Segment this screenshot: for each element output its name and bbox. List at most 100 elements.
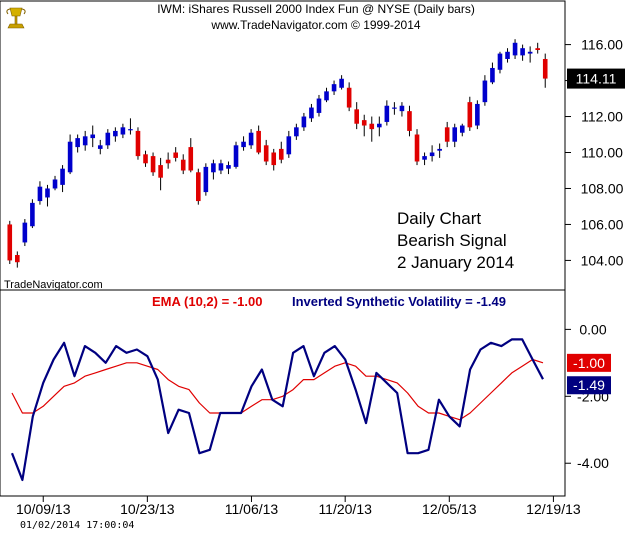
candle-body <box>22 222 28 243</box>
candle-body <box>369 123 375 130</box>
ema-value-badge-label: -1.00 <box>573 355 605 371</box>
candle-body <box>377 123 382 128</box>
copyright-line: www.TradeNavigator.com © 1999-2014 <box>210 18 420 32</box>
candle-body <box>67 141 73 173</box>
candle-body <box>452 127 458 142</box>
candle-body <box>128 129 133 131</box>
candle-body <box>527 51 533 54</box>
candle-body <box>520 48 525 56</box>
indicator-tick-label: 0.00 <box>579 321 606 337</box>
date-x-axis: 10/09/13 10/23/13 11/06/13 11/20/13 12/05/13… <box>16 496 581 517</box>
price-candles <box>7 39 548 268</box>
last-price-label: 114.11 <box>576 71 617 87</box>
candle-body <box>52 179 58 189</box>
candle-body <box>459 125 465 133</box>
candle-body <box>135 130 141 157</box>
price-y-axis: 104.00106.00108.00110.00112.00114.00116.… <box>565 37 625 268</box>
candle-body <box>437 148 442 151</box>
candle-body <box>301 116 307 128</box>
candle-body <box>414 134 420 162</box>
candle-body <box>271 152 277 166</box>
annotation-line-1: Daily Chart <box>397 209 481 228</box>
candle-body <box>339 78 344 88</box>
candle-body <box>422 156 427 160</box>
indicator-lines <box>10 338 544 482</box>
candle-body <box>392 107 397 109</box>
chart-title: IWM: iShares Russell 2000 Index Fun @ NY… <box>157 2 475 16</box>
candle-body <box>82 136 88 146</box>
candle-body <box>505 51 510 59</box>
candle-body <box>143 154 148 164</box>
ema-line <box>11 358 544 421</box>
price-tick-label: 110.00 <box>581 145 623 161</box>
candle-body <box>256 130 261 153</box>
candle-body <box>60 168 65 185</box>
candle-body <box>173 152 178 158</box>
candle-body <box>75 138 80 148</box>
price-tick-label: 112.00 <box>581 109 623 125</box>
candle-body <box>180 159 186 171</box>
annotation-line-2: Bearish Signal <box>397 231 507 250</box>
x-tick-label: 11/06/13 <box>225 501 279 517</box>
indicator-y-axis: 0.00-2.00-4.00-1.00-1.49 <box>565 321 611 471</box>
candle-body <box>113 130 118 137</box>
candle-body <box>45 188 50 198</box>
candle-body <box>97 145 103 149</box>
candle-body <box>196 172 201 202</box>
indicator-panel-frame <box>0 289 566 497</box>
ema-legend: EMA (10,2) = -1.00 <box>152 294 262 309</box>
last-price-badge <box>567 68 625 89</box>
price-tick-label: 116.00 <box>581 37 623 53</box>
isv-line <box>10 338 544 482</box>
candle-body <box>120 127 126 135</box>
candle-body <box>248 132 254 146</box>
timestamp: 01/02/2014 17:00:04 <box>20 520 134 531</box>
candle-body <box>241 141 246 148</box>
ema-value-badge <box>567 353 611 372</box>
x-tick-label: 10/23/13 <box>120 501 175 517</box>
isv-value-badge <box>567 376 611 395</box>
candle-body <box>90 134 96 139</box>
candle-body <box>30 202 35 227</box>
isv-value-badge-label: -1.49 <box>573 377 605 393</box>
candle-body <box>512 42 518 56</box>
candle-body <box>354 109 359 124</box>
watermark: TradeNavigator.com <box>4 279 103 291</box>
candle-body <box>490 67 495 83</box>
candle-body <box>15 255 20 263</box>
candle-body <box>467 102 473 128</box>
candle-body <box>7 224 13 261</box>
candle-body <box>218 163 224 171</box>
candle-body <box>535 48 540 50</box>
candle-body <box>316 98 322 113</box>
candle-body <box>475 103 480 126</box>
candle-body <box>399 105 405 112</box>
candle-body <box>37 186 43 202</box>
candle-body <box>158 165 163 178</box>
candle-body <box>203 166 209 193</box>
isv-legend: Inverted Synthetic Volatility = -1.49 <box>292 294 506 309</box>
candle-body <box>226 165 231 169</box>
candle-body <box>429 152 435 157</box>
candle-body <box>346 87 352 108</box>
candle-body <box>542 58 548 79</box>
candle-body <box>324 91 329 101</box>
candle-body <box>286 136 292 155</box>
candle-body <box>361 120 367 126</box>
candle-body <box>233 145 239 167</box>
candle-body <box>384 105 390 122</box>
candle-body <box>150 156 156 173</box>
candle-body <box>497 53 503 70</box>
price-tick-label: 106.00 <box>581 216 624 232</box>
candle-body <box>331 84 337 92</box>
candle-body <box>482 80 488 103</box>
x-tick-label: 12/05/13 <box>422 501 477 517</box>
candle-body <box>309 107 314 119</box>
candle-body <box>263 145 269 162</box>
annotation-line-3: 2 January 2014 <box>397 253 514 272</box>
price-tick-label: 108.00 <box>581 180 624 196</box>
tradenavigator-logo-icon <box>4 4 28 32</box>
candle-body <box>165 159 171 164</box>
candle-body <box>211 163 216 173</box>
